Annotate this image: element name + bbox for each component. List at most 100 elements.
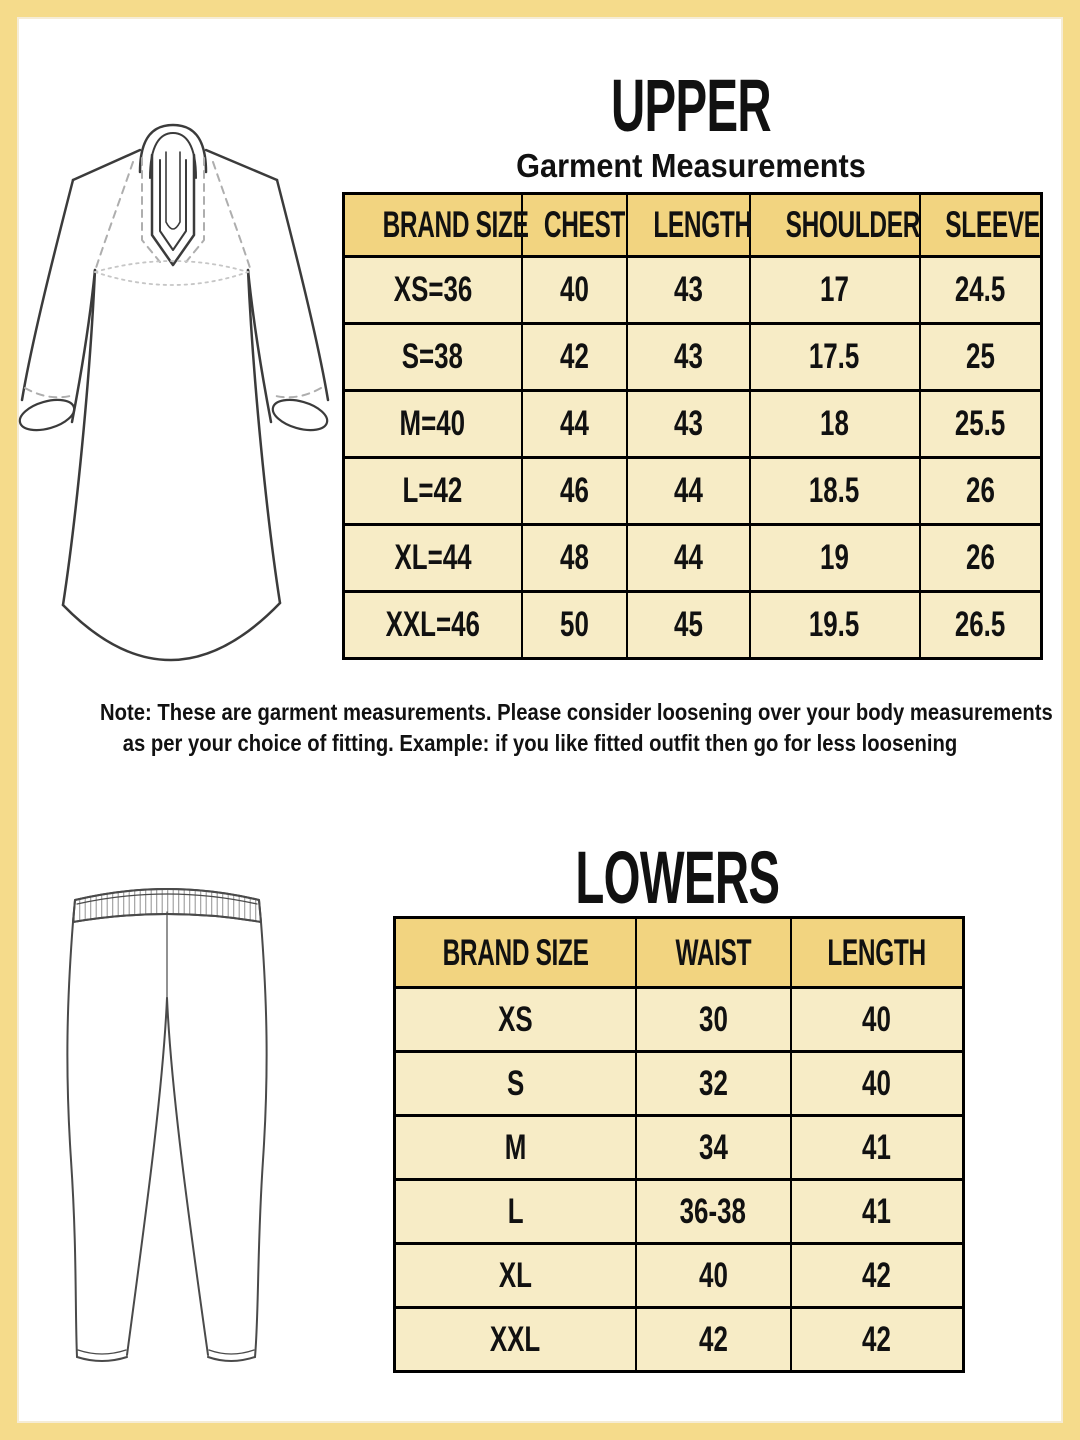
cell-text: 40 bbox=[698, 1255, 728, 1295]
cell-text: 42 bbox=[559, 337, 589, 376]
cell-text: 18 bbox=[820, 404, 849, 443]
table-cell: 40 bbox=[789, 1050, 965, 1117]
table-row: M=40 44 43 18 25.5 bbox=[342, 389, 1043, 459]
upper-header-brand-size: BRAND SIZE bbox=[342, 192, 529, 258]
cell-text: 44 bbox=[673, 471, 703, 510]
table-cell: 41 bbox=[789, 1114, 965, 1181]
note-line-1: Note: These are garment measurements. Pl… bbox=[100, 699, 1053, 725]
header-cell-text: BRAND SIZE bbox=[382, 204, 529, 245]
table-cell: 40 bbox=[520, 255, 628, 325]
table-cell: 19.5 bbox=[748, 590, 921, 660]
table-cell: L bbox=[393, 1178, 637, 1245]
pants-illustration bbox=[66, 888, 268, 1362]
table-row: S=38 42 43 17.5 25 bbox=[342, 322, 1043, 392]
table-cell: 36-38 bbox=[634, 1178, 792, 1245]
table-row: XL=44 48 44 19 26 bbox=[342, 523, 1043, 593]
table-cell: 32 bbox=[634, 1050, 792, 1117]
table-cell: 25 bbox=[918, 322, 1043, 392]
table-row: XS=36 40 43 17 24.5 bbox=[342, 255, 1043, 325]
cell-text: 17.5 bbox=[809, 337, 860, 376]
cell-text: 41 bbox=[862, 1127, 892, 1167]
upper-section-title: UPPER bbox=[342, 64, 1040, 148]
table-row: L=42 46 44 18.5 26 bbox=[342, 456, 1043, 526]
cell-text: XS bbox=[497, 999, 533, 1039]
table-cell: 40 bbox=[634, 1242, 792, 1309]
cell-text: 42 bbox=[862, 1255, 892, 1295]
cell-text: L bbox=[507, 1191, 524, 1231]
cell-text: 18.5 bbox=[809, 471, 860, 510]
cell-text: 40 bbox=[862, 999, 892, 1039]
cell-text: M bbox=[504, 1127, 527, 1167]
cell-text: 44 bbox=[673, 538, 703, 577]
table-row: L 36-38 41 bbox=[393, 1178, 965, 1245]
table-cell: XS=36 bbox=[342, 255, 523, 325]
upper-header-chest: CHEST bbox=[520, 192, 628, 258]
table-cell: 41 bbox=[789, 1178, 965, 1245]
cell-text: XL=44 bbox=[394, 538, 472, 577]
table-row: XL 40 42 bbox=[393, 1242, 965, 1309]
table-cell: L=42 bbox=[342, 456, 523, 526]
table-cell: 46 bbox=[520, 456, 628, 526]
cell-text: 34 bbox=[698, 1127, 728, 1167]
cell-text: 44 bbox=[559, 404, 589, 443]
cell-text: 26 bbox=[965, 471, 995, 510]
cell-text: 32 bbox=[698, 1063, 728, 1103]
table-cell: 25.5 bbox=[918, 389, 1043, 459]
cell-text: 45 bbox=[673, 605, 703, 644]
table-cell: 26.5 bbox=[918, 590, 1043, 660]
upper-size-table: BRAND SIZE CHEST LENGTH SHOULDER SLEEVE … bbox=[342, 192, 1043, 660]
upper-table-header-row: BRAND SIZE CHEST LENGTH SHOULDER SLEEVE bbox=[342, 192, 1043, 258]
table-cell: 43 bbox=[625, 322, 751, 392]
cell-text: 17 bbox=[820, 270, 849, 309]
table-cell: 45 bbox=[625, 590, 751, 660]
upper-header-sleeve: SLEEVE bbox=[918, 192, 1043, 258]
cell-text: 46 bbox=[559, 471, 589, 510]
cell-text: 36-38 bbox=[679, 1191, 747, 1231]
cell-text: 42 bbox=[698, 1319, 728, 1359]
table-cell: 43 bbox=[625, 255, 751, 325]
cell-text: L=42 bbox=[402, 471, 463, 510]
upper-section-subtitle: Garment Measurements bbox=[342, 146, 1040, 184]
table-cell: XL bbox=[393, 1242, 637, 1309]
table-cell: 42 bbox=[789, 1306, 965, 1373]
table-cell: XL=44 bbox=[342, 523, 523, 593]
header-cell-text: LENGTH bbox=[652, 204, 752, 245]
table-cell: 17.5 bbox=[748, 322, 921, 392]
cell-text: 25.5 bbox=[955, 404, 1006, 443]
lowers-table-header-row: BRAND SIZE WAIST LENGTH bbox=[393, 916, 965, 989]
table-cell: 42 bbox=[520, 322, 628, 392]
table-cell: 24.5 bbox=[918, 255, 1043, 325]
table-cell: 26 bbox=[918, 456, 1043, 526]
cell-text: 40 bbox=[862, 1063, 892, 1103]
header-cell-text: WAIST bbox=[675, 931, 751, 973]
kurta-illustration bbox=[18, 123, 330, 662]
cell-text: 43 bbox=[673, 270, 703, 309]
cell-text: 24.5 bbox=[955, 270, 1006, 309]
note-line-2: as per your choice of fitting. Example: … bbox=[122, 730, 958, 756]
header-cell-text: SHOULDER bbox=[785, 204, 920, 245]
table-cell: XS bbox=[393, 986, 637, 1053]
table-cell: 42 bbox=[789, 1242, 965, 1309]
cell-text: 42 bbox=[862, 1319, 892, 1359]
cell-text: XXL=46 bbox=[385, 605, 480, 644]
table-cell: 26 bbox=[918, 523, 1043, 593]
cell-text: 26.5 bbox=[955, 605, 1006, 644]
table-cell: M bbox=[393, 1114, 637, 1181]
table-row: M 34 41 bbox=[393, 1114, 965, 1181]
cell-text: XL bbox=[498, 1255, 532, 1295]
cell-text: S=38 bbox=[402, 337, 464, 376]
upper-header-shoulder: SHOULDER bbox=[748, 192, 921, 258]
upper-title-text: UPPER bbox=[611, 64, 772, 147]
cell-text: S bbox=[506, 1063, 524, 1103]
header-cell-text: LENGTH bbox=[827, 931, 927, 973]
table-row: XXL=46 50 45 19.5 26.5 bbox=[342, 590, 1043, 660]
cell-text: 43 bbox=[673, 337, 703, 376]
cell-text: XS=36 bbox=[393, 270, 472, 309]
table-cell: 19 bbox=[748, 523, 921, 593]
table-row: XXL 42 42 bbox=[393, 1306, 965, 1373]
table-cell: XXL=46 bbox=[342, 590, 523, 660]
cell-text: 26 bbox=[965, 538, 995, 577]
cell-text: XXL bbox=[490, 1319, 541, 1359]
table-cell: 30 bbox=[634, 986, 792, 1053]
